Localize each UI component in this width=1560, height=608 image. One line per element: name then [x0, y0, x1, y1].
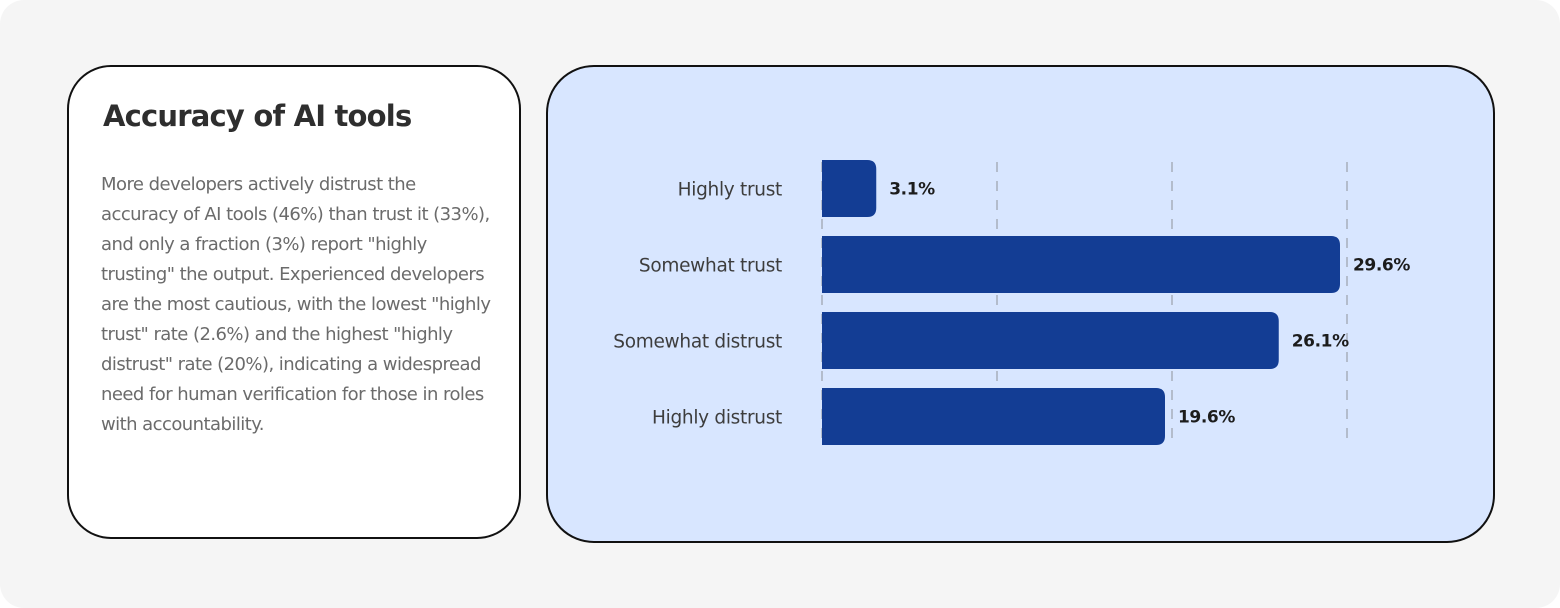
bar: [822, 312, 1279, 369]
category-label: Somewhat trust: [639, 256, 782, 277]
card-description: More developers actively distrust the ac…: [101, 174, 491, 435]
card-title: Accuracy of AI tools: [103, 99, 412, 133]
category-label: Highly trust: [678, 180, 782, 201]
value-label: 26.1%: [1292, 332, 1349, 352]
value-label: 3.1%: [889, 180, 935, 200]
value-label: 19.6%: [1178, 408, 1235, 428]
value-label: 29.6%: [1353, 256, 1410, 276]
description-card: Accuracy of AI tools More developers act…: [67, 65, 521, 539]
bar: [822, 388, 1165, 445]
bar: [822, 160, 877, 217]
bar-chart: Highly trust 3.1% Somewhat trust 29.6% Somew…: [613, 160, 1411, 447]
category-label: Highly distrust: [652, 408, 782, 429]
category-label: Somewhat distrust: [613, 332, 782, 353]
bar: [822, 236, 1340, 293]
chart-card: Highly trust 3.1% Somewhat trust 29.6% Somew…: [546, 65, 1495, 543]
